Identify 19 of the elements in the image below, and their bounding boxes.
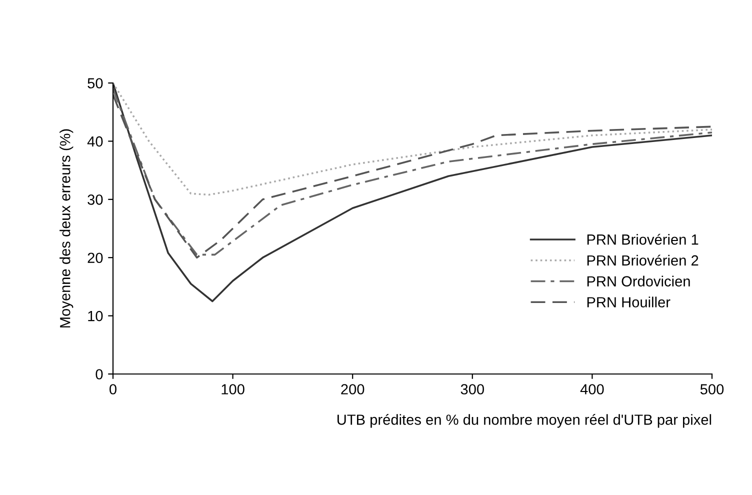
y-tick-label: 20 — [88, 252, 103, 264]
y-tick-label: 50 — [88, 78, 103, 88]
y-tick-label: 0 — [96, 369, 103, 380]
y-axis-title: Moyenne des deux erreurs (%) — [60, 129, 74, 328]
x-tick-label: 300 — [460, 384, 484, 394]
y-tick-label: 30 — [88, 194, 103, 205]
line-series — [113, 83, 712, 196]
x-tick-label: 0 — [110, 384, 116, 394]
x-tick-label: 200 — [341, 384, 364, 394]
y-tick-label: 40 — [87, 136, 103, 147]
x-tick-label: 500 — [700, 384, 724, 394]
y-tick-label: 10 — [88, 310, 103, 322]
legend-label: PRN Houiller — [587, 296, 670, 308]
x-axis-title: UTB prédites en % du nombre moyen réel d'UTB par pixel — [338, 414, 712, 428]
legend-label: PRN Ordovicien — [587, 276, 690, 287]
legend-label: PRN Briovérien 1 — [587, 234, 698, 245]
legend-label: PRN Briovérien 2 — [587, 254, 698, 266]
x-tick-label: 400 — [580, 384, 604, 394]
x-tick-label: 100 — [222, 384, 244, 394]
